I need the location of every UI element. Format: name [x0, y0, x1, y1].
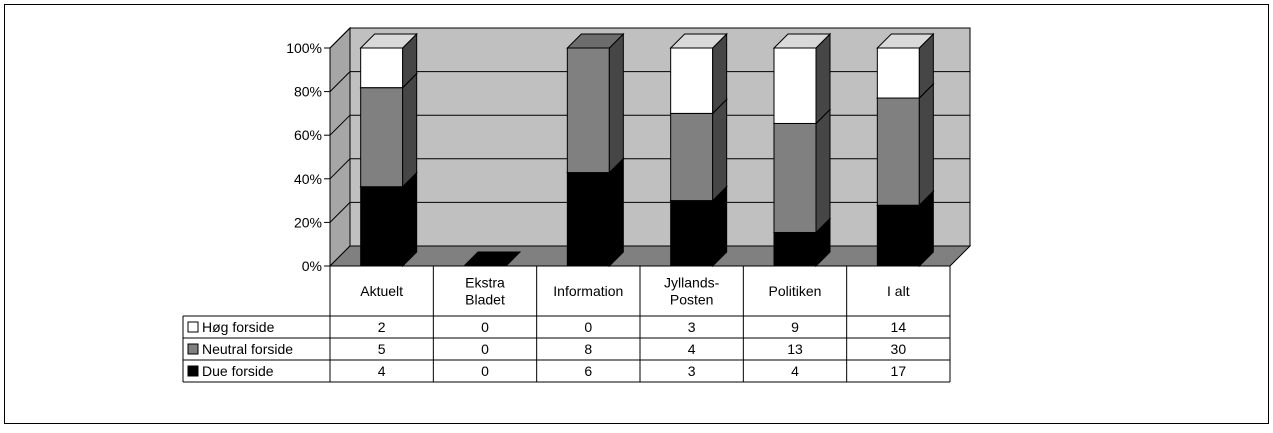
category-label: Aktuelt: [360, 283, 403, 299]
bar-segment: [772, 108, 832, 234]
gridline: [329, 201, 970, 223]
table-cell: 4: [378, 363, 386, 379]
bar-segment-front: [360, 47, 404, 89]
table-cell: 14: [891, 319, 907, 335]
table-cell: 5: [378, 341, 386, 357]
table-cell: 4: [791, 363, 799, 379]
bar-segment-front: [566, 47, 610, 174]
plot-area: 0% 20% 40% 60% 80% 100%: [286, 26, 972, 274]
table-cell: 0: [481, 319, 489, 335]
bar-segment-front: [876, 47, 920, 99]
bar-segment-front: [876, 204, 920, 267]
category-label: Posten: [670, 292, 714, 308]
bar-segment: [876, 32, 935, 100]
bar-segment-side: [402, 72, 418, 188]
y-tick-label: 60%: [294, 127, 322, 143]
gridline: [329, 71, 970, 92]
bar-segment-front: [566, 172, 610, 267]
table-cell: 8: [584, 341, 592, 357]
gridline: [329, 27, 970, 49]
bar-segment-front: [876, 97, 920, 206]
category-label: Bladet: [465, 292, 505, 308]
table-cell: 13: [787, 341, 803, 357]
bar-segment: [669, 32, 728, 115]
table-cell: 0: [481, 363, 489, 379]
bar-segment-side: [815, 32, 831, 125]
legend-swatch: [187, 365, 199, 377]
bar-segment: [876, 82, 935, 207]
table-cell: 2: [378, 319, 386, 335]
bar-segment: [566, 32, 625, 174]
data-table: AktueltEkstraBladetInformationJyllands-P…: [182, 265, 951, 383]
legend-label: Neutral forside: [202, 341, 293, 357]
bar-segment-front: [670, 47, 714, 114]
category-label: Politiken: [769, 283, 822, 299]
category-label: Information: [553, 283, 623, 299]
table-cell: 6: [584, 363, 592, 379]
y-tick-label: 0%: [302, 258, 322, 274]
bar-segment-front: [360, 87, 404, 188]
bar-segment-front: [773, 122, 817, 233]
table-cell: 30: [891, 341, 907, 357]
bar-segment-front: [670, 112, 714, 202]
category-label: Ekstra: [465, 275, 505, 291]
y-tick-label: 80%: [294, 84, 322, 100]
gridline: [329, 114, 970, 136]
table-cell: 3: [688, 363, 696, 379]
legend-swatch: [187, 343, 199, 355]
bar-segment: [566, 157, 625, 268]
bar-segment-front: [360, 186, 404, 267]
bar-segment-side: [608, 32, 624, 174]
gridline: [329, 158, 970, 180]
y-tick-label: 100%: [286, 40, 322, 56]
bar-segment-top: [359, 33, 418, 49]
bar-segment-top: [566, 33, 625, 49]
bar-segment-front: [773, 231, 817, 267]
bar-segment-top: [669, 33, 728, 49]
bar-segment: [359, 32, 418, 89]
y-tick-label: 20%: [294, 214, 322, 230]
y-tick-label: 40%: [294, 171, 322, 187]
table-cell: 3: [688, 319, 696, 335]
legend-label: Høg forside: [202, 319, 275, 335]
legend-label: Due forside: [202, 363, 274, 379]
bar-segment-side: [402, 171, 418, 268]
floor: [328, 245, 972, 267]
bar-segment-front: [670, 200, 714, 267]
back-wall: [349, 27, 971, 247]
category-label: Jyllands-: [664, 275, 720, 291]
bar-segment: [359, 72, 418, 188]
category-label: I alt: [887, 283, 910, 299]
bar-segment-top: [876, 33, 935, 49]
side-wall: [329, 26, 351, 268]
legend-swatch: [187, 321, 199, 333]
table-cell: 9: [791, 319, 799, 335]
bar-segment-side: [918, 82, 934, 207]
bar-segment-side: [815, 108, 831, 234]
bar-segment: [772, 32, 832, 125]
bar-segment-side: [608, 157, 624, 268]
table-cell: 0: [481, 341, 489, 357]
bar-segment-side: [712, 98, 728, 202]
table-cell: 0: [584, 319, 592, 335]
bar-segment-top: [772, 33, 832, 49]
table-cell: 17: [891, 363, 907, 379]
bar-segment: [669, 98, 728, 202]
bar-segment-front: [773, 47, 817, 124]
table-cell: 4: [688, 341, 696, 357]
